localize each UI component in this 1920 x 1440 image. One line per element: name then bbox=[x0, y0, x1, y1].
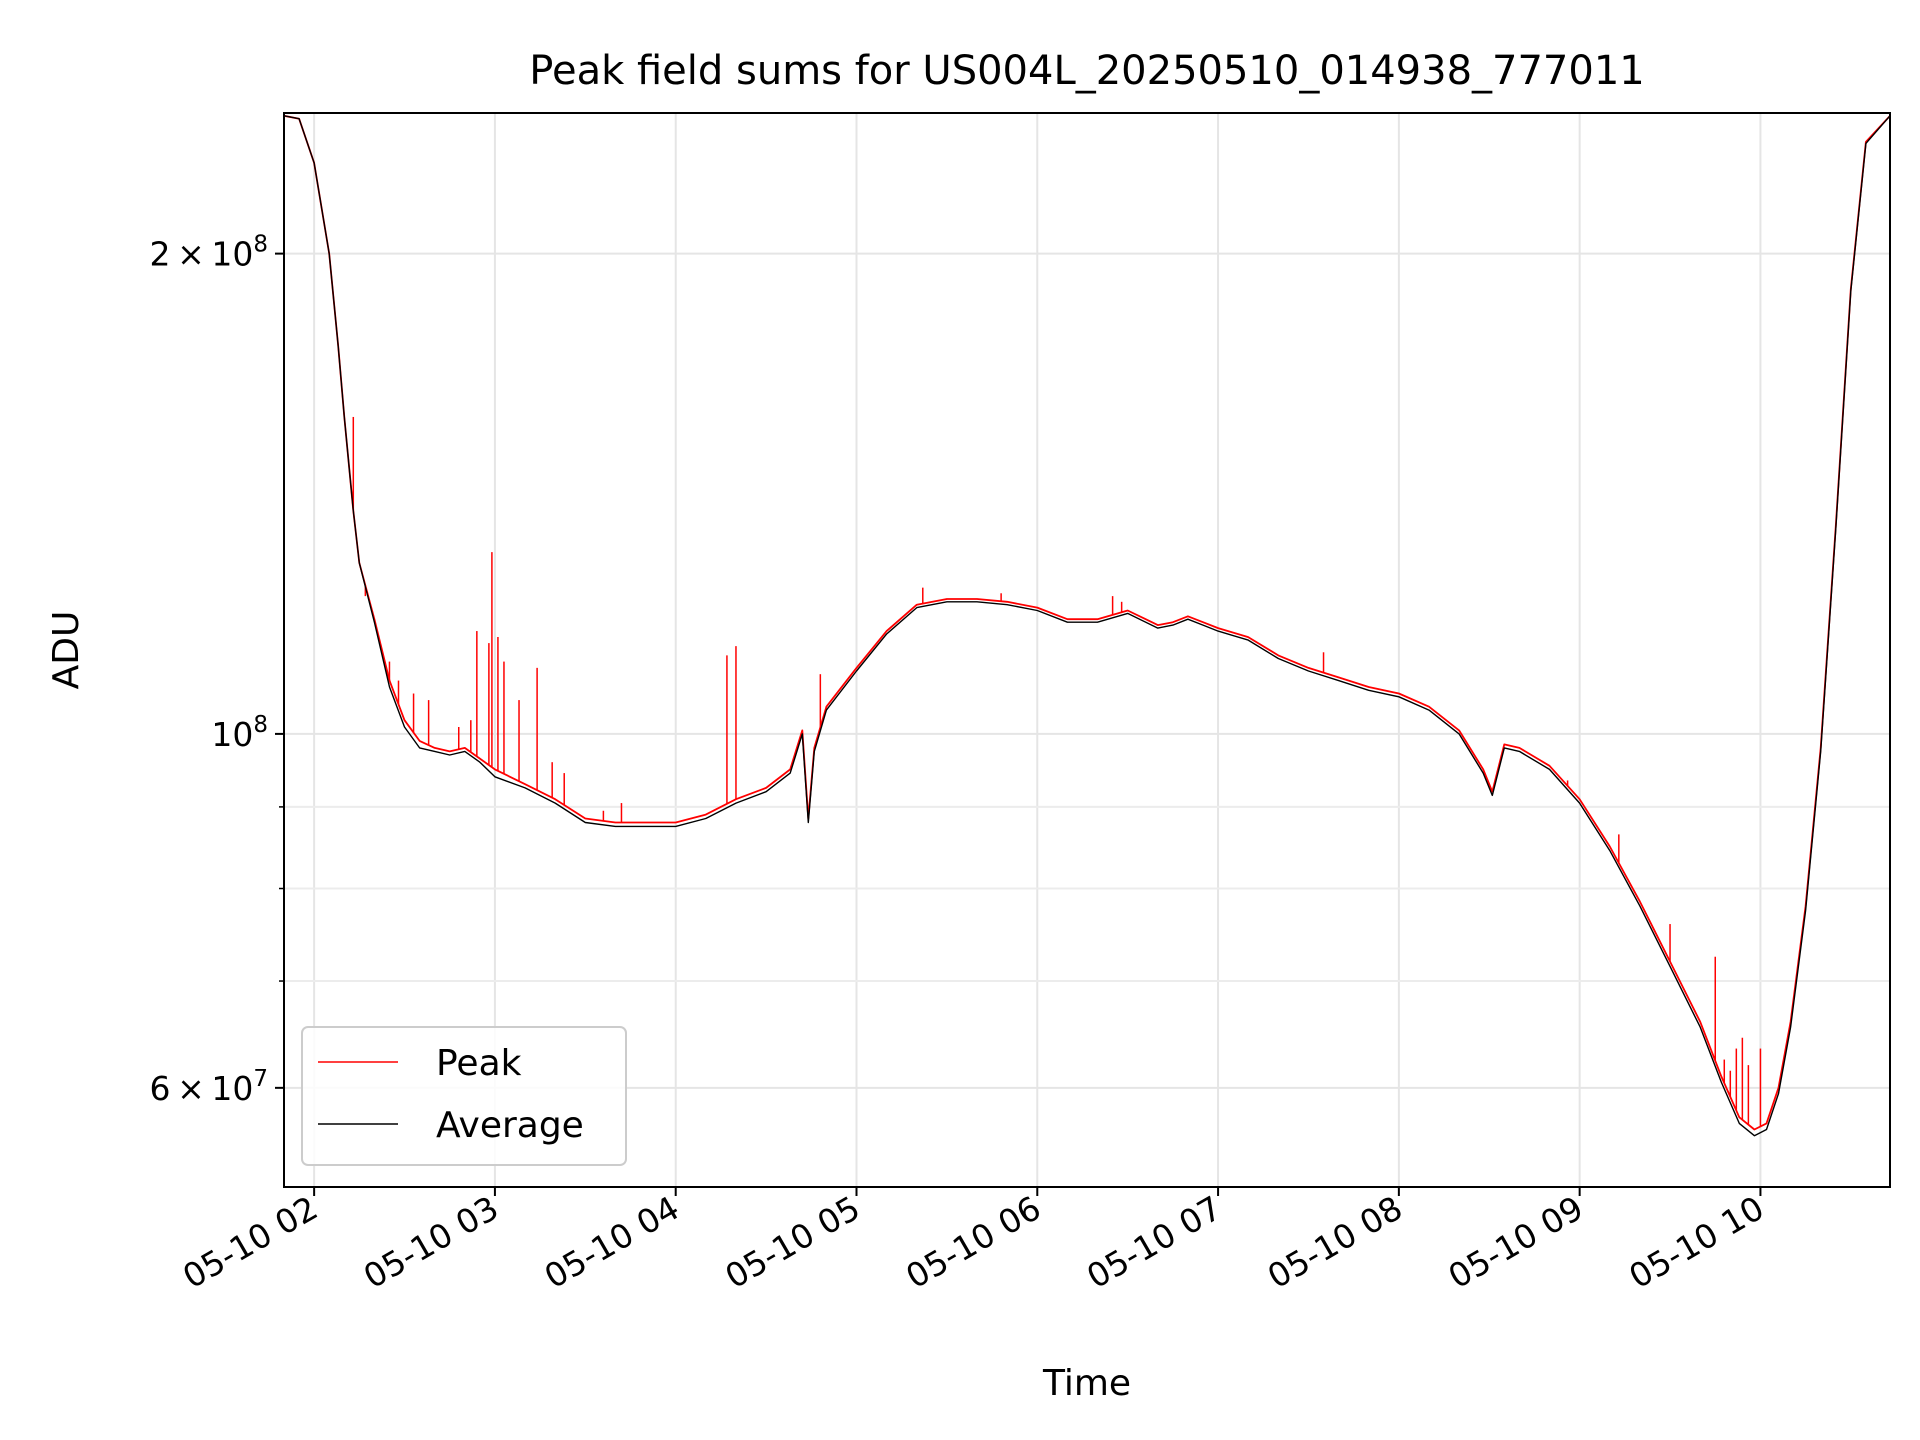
legend-label-average: Average bbox=[436, 1105, 584, 1146]
axes-frame bbox=[283, 112, 1891, 1188]
series-line-peak bbox=[284, 114, 1890, 1131]
y-tick-label: 6 × 107 bbox=[150, 1066, 268, 1108]
y-tick-label: 2 × 108 bbox=[150, 232, 268, 274]
chart-title: Peak field sums for US004L_20250510_0149… bbox=[529, 48, 1644, 94]
legend-label-peak: Peak bbox=[436, 1043, 522, 1084]
grid bbox=[284, 113, 1890, 1187]
plot-area bbox=[284, 114, 1890, 1137]
y-axis: 6 × 107 108 2 × 108 bbox=[150, 232, 284, 1108]
x-axis-label: Time bbox=[1042, 1363, 1131, 1404]
series-line-average bbox=[284, 115, 1890, 1137]
y-axis-label: ADU bbox=[46, 611, 87, 690]
legend: Peak Average bbox=[301, 1026, 627, 1166]
y-tick-label: 108 bbox=[211, 712, 268, 754]
